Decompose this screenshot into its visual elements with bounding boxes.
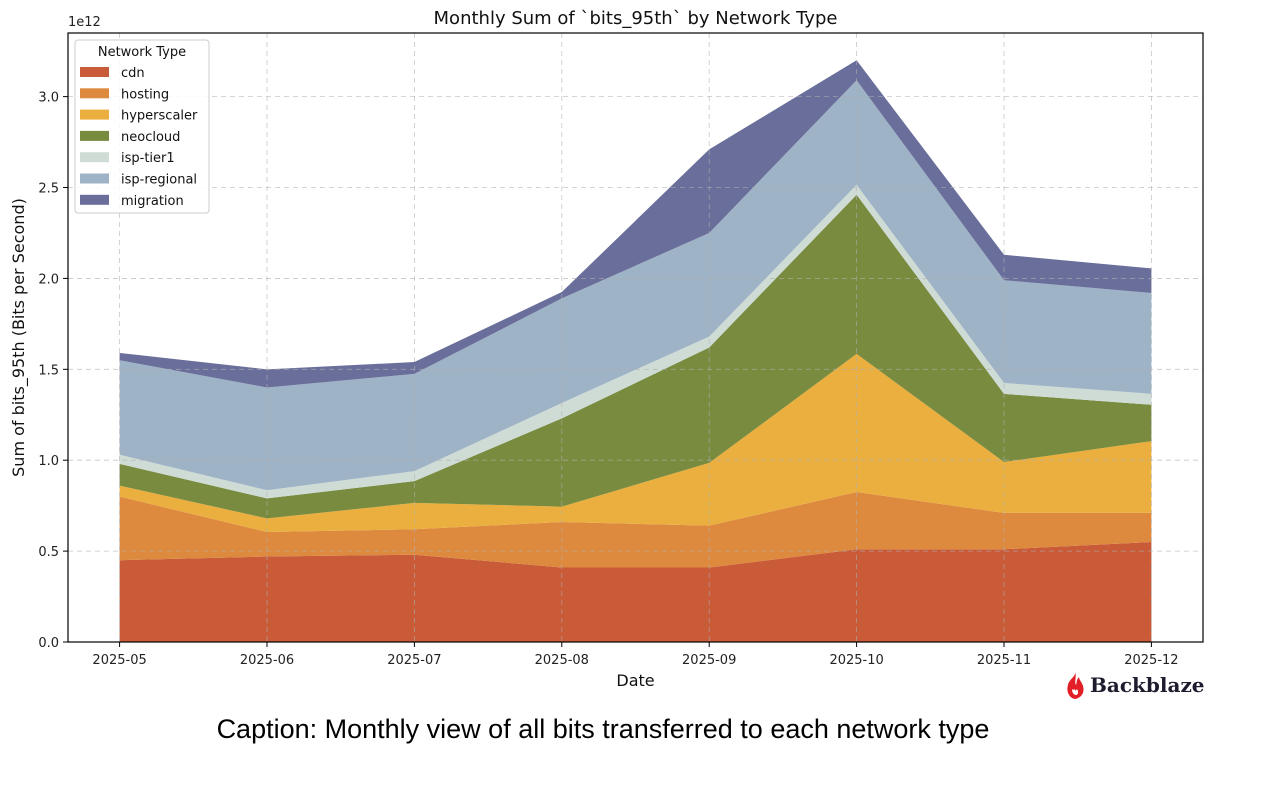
plot-frame xyxy=(67,32,1204,643)
x-tick-label: 2025-06 xyxy=(240,653,294,668)
y-tick-label: 1.0 xyxy=(38,454,59,469)
area-neocloud xyxy=(119,194,1152,519)
y-axis-label: Sum of bits_95th (Bits per Second) xyxy=(9,198,29,477)
y-tick-label: 0.0 xyxy=(38,636,59,651)
y-offset-label: 1e12 xyxy=(68,15,101,30)
area-migration xyxy=(119,60,1152,388)
figure-caption: Caption: Monthly view of all bits transf… xyxy=(216,714,990,744)
logo-text: Backblaze xyxy=(1090,673,1205,697)
legend-label-neocloud: neocloud xyxy=(121,130,180,145)
legend-label-hosting: hosting xyxy=(121,87,169,102)
area-cdn xyxy=(119,542,1152,642)
backblaze-logo: Backblaze xyxy=(1064,670,1205,700)
x-tick-label: 2025-05 xyxy=(92,653,146,668)
y-tick-label: 0.5 xyxy=(38,545,59,560)
legend-swatch-isp-regional xyxy=(80,173,109,184)
legend-box xyxy=(74,39,210,214)
legend-title: Network Type xyxy=(98,45,186,60)
legend-label-isp-regional: isp-regional xyxy=(121,173,197,188)
legend-swatch-cdn xyxy=(80,67,109,77)
x-tick-label: 2025-08 xyxy=(535,653,589,668)
area-hyperscaler xyxy=(119,353,1152,533)
legend-label-migration: migration xyxy=(121,194,184,209)
x-tick-label: 2025-10 xyxy=(829,653,883,668)
legend-swatch-migration xyxy=(80,194,109,205)
legend-label-hyperscaler: hyperscaler xyxy=(121,109,198,124)
legend-label-cdn: cdn xyxy=(121,66,145,81)
x-axis-label: Date xyxy=(616,671,654,690)
x-tick-label: 2025-07 xyxy=(387,653,441,668)
legend-label-isp-tier1: isp-tier1 xyxy=(121,151,175,166)
chart-title: Monthly Sum of `bits_95th` by Network Ty… xyxy=(434,8,838,29)
area-isp-regional xyxy=(119,80,1152,491)
area-hosting xyxy=(119,492,1152,568)
x-tick-label: 2025-12 xyxy=(1124,653,1178,668)
y-tick-label: 1.5 xyxy=(38,363,59,378)
legend-swatch-neocloud xyxy=(80,130,109,141)
legend-swatch-hosting xyxy=(80,88,109,99)
y-tick-label: 3.0 xyxy=(38,91,59,106)
legend-swatch-hyperscaler xyxy=(80,109,109,120)
flame-icon xyxy=(1067,671,1084,699)
x-tick-label: 2025-09 xyxy=(682,653,736,668)
y-tick-label: 2.5 xyxy=(38,182,59,197)
x-tick-label: 2025-11 xyxy=(977,653,1031,668)
legend-swatch-isp-tier1 xyxy=(80,152,109,163)
y-tick-label: 2.0 xyxy=(38,272,59,287)
